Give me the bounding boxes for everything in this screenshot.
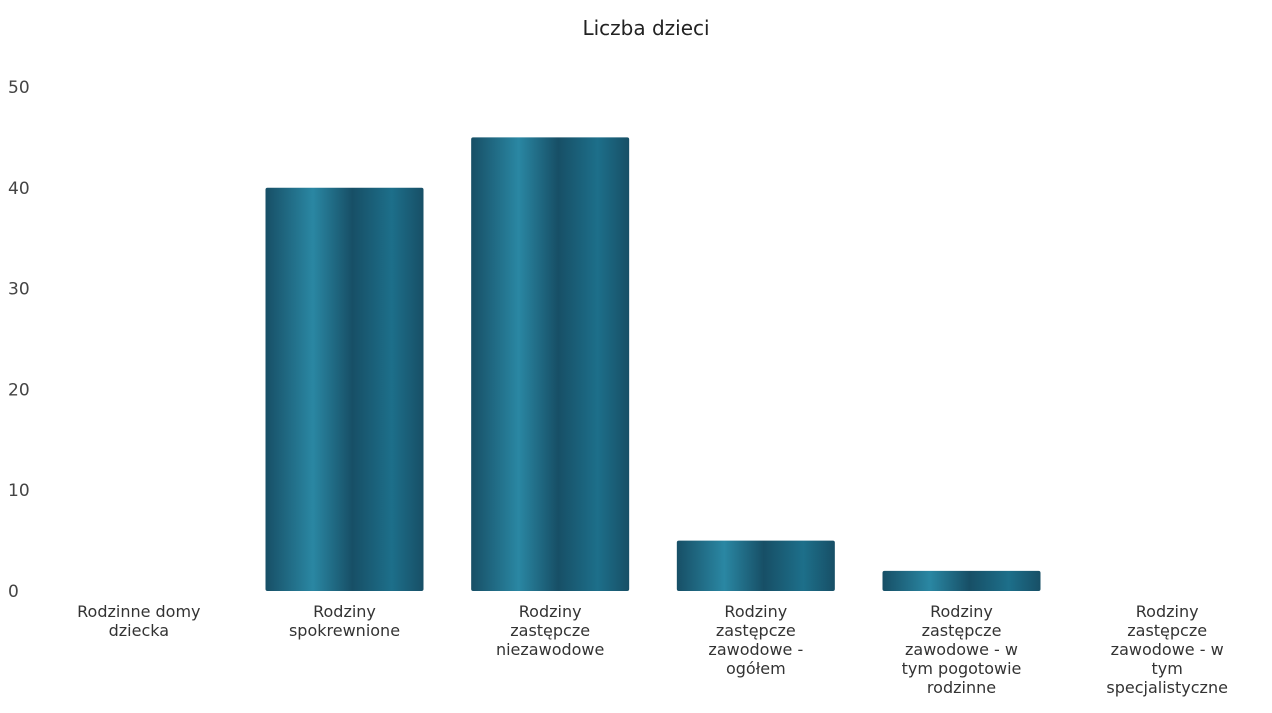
x-category-label-line: zastępcze [1127,621,1207,640]
x-category-label-line: Rodziny [313,602,376,621]
x-category-label-line: zawodowe - w [905,640,1018,659]
x-category-label-line: spokrewnione [289,621,400,640]
x-category-label-line: zastępcze [510,621,590,640]
y-axis: 0 10 20 30 40 50 [8,78,30,602]
bar [265,187,424,592]
x-category-label-line: Rodziny [930,602,993,621]
y-tick-label: 20 [8,380,30,400]
x-category-label-line: zawodowe - [708,640,803,659]
x-category-label: Rodziny zastępcze zawodowe - w tym specjalis… [1106,602,1228,697]
y-tick-label: 0 [8,582,19,602]
x-category-label-line: Rodziny [724,602,787,621]
y-tick-label: 10 [8,481,30,501]
x-category-label-line: Rodziny [519,602,582,621]
x-category-label: Rodzinne domy dziecka [77,602,200,640]
bar [471,137,630,591]
x-category-label-line: specjalistyczne [1106,678,1228,697]
y-tick-label: 30 [8,280,30,300]
x-category-label-line: dziecka [109,621,169,640]
x-category-label-line: Rodzinne domy [77,602,200,621]
bar [882,570,1041,591]
y-tick-label: 50 [8,78,30,98]
bar [676,540,835,591]
x-category-label-line: tym pogotowie [902,659,1022,678]
x-category-label: Rodziny zastępcze zawodowe -ogółem [708,602,803,678]
x-category-label-line: ogółem [726,659,786,678]
x-category-label-line: zastępcze [716,621,796,640]
chart-title: Liczba dzieci [582,16,709,40]
x-category-label: Rodziny zastępcze zawodowe - w tym pogotowi… [902,602,1022,697]
x-category-label-line: Rodziny [1136,602,1199,621]
x-category-label: Rodziny spokrewnione [289,602,400,640]
x-category-label-line: zawodowe - w [1111,640,1224,659]
x-category-label-line: tym [1152,659,1183,678]
x-category-label-line: niezawodowe [496,640,604,659]
x-category-label-line: rodzinne [927,678,996,697]
x-category-label-line: zastępcze [922,621,1002,640]
x-category-label: Rodziny zastępcze niezawodowe [496,602,604,659]
y-tick-label: 40 [8,179,30,199]
bars-group [265,137,1041,592]
